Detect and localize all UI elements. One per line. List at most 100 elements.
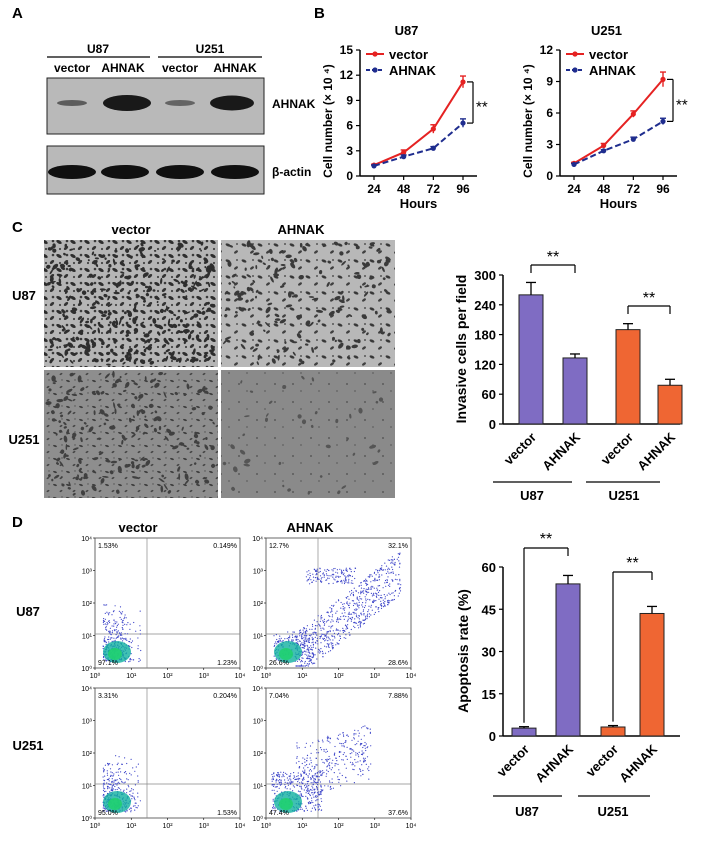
flow-event-dot — [306, 663, 308, 665]
invasion-cell — [256, 361, 259, 366]
flow-event-dot — [381, 569, 383, 571]
invasion-cell — [163, 483, 168, 490]
flow-event-dot — [106, 621, 108, 624]
flow-event-dot — [365, 602, 367, 604]
flow-event-dot — [379, 597, 382, 599]
flow-event-dot — [111, 630, 114, 632]
invasion-cell — [52, 382, 56, 385]
flow-x-tick-label: 10⁴ — [406, 823, 417, 830]
flow-event-dot — [351, 580, 353, 582]
flow-event-dot — [281, 776, 283, 778]
flow-event-dot — [327, 770, 329, 773]
invasion-cell — [133, 303, 137, 311]
flow-event-dot — [306, 790, 308, 793]
flow-event-dot — [355, 754, 357, 756]
invasion-cell — [201, 307, 205, 310]
flow-event-dot — [108, 636, 110, 638]
invasion-cell — [231, 273, 237, 278]
invasion-cell — [209, 303, 216, 308]
invasion-cell — [79, 317, 85, 324]
flow-event-dot — [326, 636, 328, 638]
flow-event-dot — [336, 581, 338, 583]
invasion-cell — [80, 490, 86, 496]
invasion-cell — [298, 358, 303, 362]
flow-event-dot — [332, 630, 334, 632]
flow-event-dot — [113, 780, 115, 782]
invasion-cell — [81, 290, 87, 295]
flow-event-dot — [373, 592, 375, 595]
flow-event-dot — [108, 763, 110, 765]
flow-event-dot — [332, 642, 334, 645]
flow-event-dot — [368, 605, 370, 607]
apoptosis-y-tick-label: 30 — [482, 645, 496, 660]
flow-event-dot — [374, 611, 376, 614]
flow-event-dot — [323, 620, 325, 623]
flow-event-dot — [387, 559, 389, 561]
flow-event-dot — [111, 764, 113, 766]
flow-event-dot — [303, 631, 305, 633]
flow-event-dot — [279, 779, 281, 781]
flow-event-dot — [330, 785, 332, 788]
flow-event-dot — [354, 626, 356, 629]
flow-col-label-ahnak: AHNAK — [287, 520, 335, 535]
flow-event-dot — [308, 785, 310, 787]
invasion-cell — [169, 324, 174, 327]
flow-event-dot — [387, 567, 389, 569]
flow-event-dot — [344, 575, 346, 577]
flow-event-dot — [373, 571, 376, 574]
flow-event-dot — [351, 600, 353, 602]
invasion-cell — [56, 398, 64, 403]
invasion-cell — [130, 255, 133, 259]
flow-event-dot — [365, 617, 367, 619]
flow-event-dot — [294, 635, 297, 638]
flow-event-dot — [329, 765, 331, 767]
flow-event-dot — [110, 774, 112, 777]
flow-event-dot — [322, 627, 324, 629]
flow-event-dot — [370, 588, 372, 590]
flow-event-dot — [300, 773, 302, 775]
invasion-cell — [270, 257, 274, 262]
flow-event-dot — [327, 738, 329, 740]
flow-event-dot — [307, 776, 309, 778]
invasion-cell — [174, 391, 178, 396]
flow-event-dot — [328, 763, 330, 765]
flow-event-dot — [115, 629, 117, 631]
flow-event-dot — [323, 748, 325, 751]
flow-event-dot — [108, 630, 110, 633]
invasion-cell — [376, 259, 382, 264]
flow-event-dot — [363, 622, 366, 625]
flow-event-dot — [103, 623, 105, 625]
flow-event-dot — [276, 643, 278, 645]
flow-event-dot — [340, 618, 342, 621]
flow-event-dot — [128, 786, 130, 788]
apoptosis-bar-2 — [555, 583, 581, 737]
flow-event-dot — [303, 810, 305, 812]
invasion-cell — [335, 418, 339, 424]
invasion-cell — [369, 242, 375, 245]
flow-event-dot — [336, 760, 338, 762]
invasion-cell — [48, 281, 56, 284]
flow-event-dot — [274, 793, 276, 795]
blot-band-actin-1 — [48, 165, 96, 179]
flow-event-dot — [331, 767, 333, 769]
flow-event-dot — [313, 579, 315, 581]
flow-quadrant-lr-u251-ahnak: 37.6% — [388, 810, 408, 817]
flow-event-dot — [301, 762, 303, 765]
invasion-cell — [103, 413, 109, 417]
flow-event-dot — [120, 771, 122, 773]
flow-event-dot — [110, 634, 112, 636]
invasion-cell — [100, 391, 105, 395]
invasion-cell — [67, 264, 71, 268]
flow-event-dot — [320, 618, 322, 620]
invasion-cell — [177, 245, 182, 252]
flow-event-dot — [292, 639, 294, 641]
invasion-cell — [95, 390, 101, 396]
flow-event-dot — [389, 585, 391, 588]
flow-event-dot — [306, 786, 308, 788]
invasion-cell — [148, 403, 154, 409]
flow-event-dot — [278, 787, 280, 789]
invasion-cell — [298, 274, 304, 280]
flow-row-label-u87: U87 — [16, 604, 40, 619]
flow-event-dot — [106, 772, 108, 774]
flow-event-dot — [139, 625, 141, 627]
